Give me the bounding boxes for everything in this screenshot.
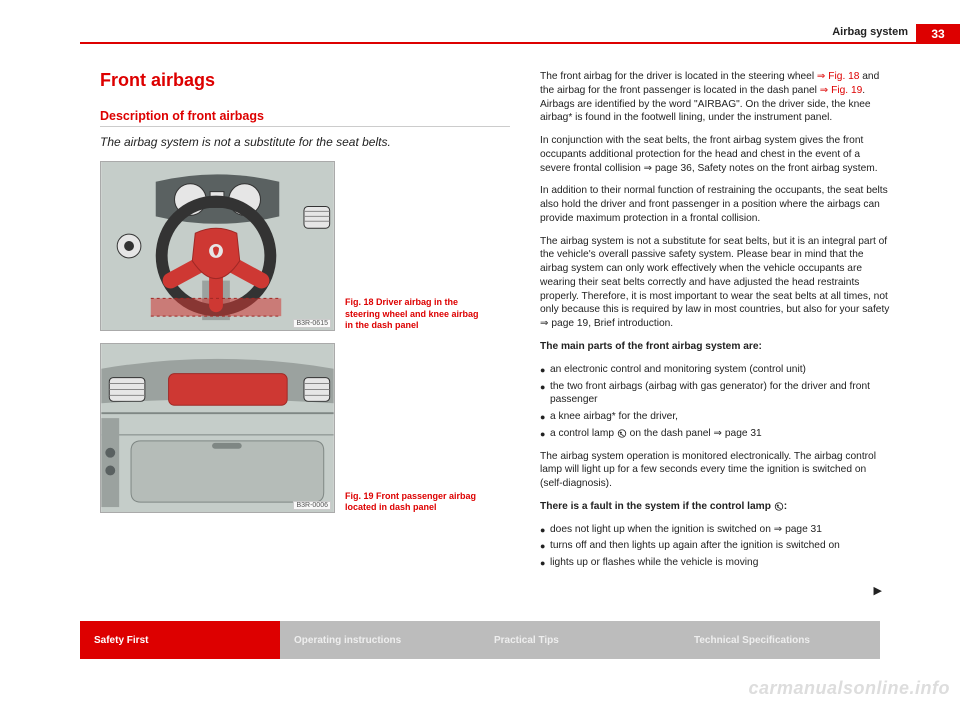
continue-arrow-icon: ▶ (874, 584, 882, 597)
header-section-label: Airbag system (832, 26, 908, 38)
figure-19-caption: Fig. 19 Front passenger airbag located i… (345, 491, 485, 514)
parts-list: an electronic control and monitoring sys… (540, 363, 890, 441)
figure-19: B3R-0006 Fig. 19 Front passenger airbag … (100, 343, 510, 513)
parts-item-1: the two front airbags (airbag with gas g… (540, 380, 890, 408)
para-2: In conjunction with the seat belts, the … (540, 134, 890, 175)
para-4: The airbag system is not a substitute fo… (540, 235, 890, 331)
subsection-title: Description of front airbags (100, 109, 510, 127)
footer-tab-safety[interactable]: Safety First (80, 621, 280, 659)
figure-18-id: B3R-0615 (293, 319, 331, 328)
para-3: In addition to their normal function of … (540, 184, 890, 225)
header-rule (80, 42, 960, 44)
fault-heading-b: : (784, 501, 787, 512)
para-1a: The front airbag for the driver is locat… (540, 71, 817, 82)
footer-tab-practical[interactable]: Practical Tips (480, 621, 680, 659)
airbag-lamp-icon-2 (774, 502, 784, 511)
fig19-link[interactable]: ⇒ Fig. 19 (820, 85, 863, 96)
parts-item-3-text-b: on the dash panel ⇒ page 31 (627, 428, 762, 439)
fault-item-2: lights up or flashes while the vehicle i… (540, 556, 890, 570)
content: Front airbags Description of front airba… (100, 70, 890, 601)
footer-tabs: Safety First Operating instructions Prac… (80, 621, 880, 659)
watermark: carmanualsonline.info (748, 678, 950, 699)
para-5: The airbag system operation is monitored… (540, 450, 890, 491)
fault-heading: There is a fault in the system if the co… (540, 500, 890, 514)
airbag-lamp-icon (617, 429, 627, 438)
figure-18-caption: Fig. 18 Driver airbag in the steering wh… (345, 297, 485, 331)
fault-item-1: turns off and then lights up again after… (540, 539, 890, 553)
page: Airbag system 33 Front airbags Descripti… (0, 0, 960, 701)
parts-item-3-text-a: a control lamp (550, 428, 617, 439)
fault-item-0: does not light up when the ignition is s… (540, 523, 890, 537)
page-number: 33 (916, 24, 960, 44)
parts-item-0: an electronic control and monitoring sys… (540, 363, 890, 377)
right-column: The front airbag for the driver is locat… (540, 70, 890, 601)
steering-wheel-illustration (101, 162, 334, 330)
parts-item-3: a control lamp on the dash panel ⇒ page … (540, 427, 890, 441)
figure-19-id: B3R-0006 (293, 501, 331, 510)
figure-18: B3R-0615 Fig. 18 Driver airbag in the st… (100, 161, 510, 331)
footer-tab-operating[interactable]: Operating instructions (280, 621, 480, 659)
section-title: Front airbags (100, 70, 510, 91)
figure-19-image: B3R-0006 (100, 343, 335, 513)
fault-list: does not light up when the ignition is s… (540, 523, 890, 570)
para-1: The front airbag for the driver is locat… (540, 70, 890, 125)
fault-heading-a: There is a fault in the system if the co… (540, 501, 774, 512)
figure-18-image: B3R-0615 (100, 161, 335, 331)
passenger-dash-illustration (101, 344, 334, 512)
fig18-link[interactable]: ⇒ Fig. 18 (817, 71, 860, 82)
parts-item-2: a knee airbag* for the driver, (540, 410, 890, 424)
left-column: Front airbags Description of front airba… (100, 70, 510, 601)
footer-tab-technical[interactable]: Technical Specifications (680, 621, 880, 659)
summary-line: The airbag system is not a substitute fo… (100, 135, 510, 149)
parts-heading: The main parts of the front airbag syste… (540, 340, 890, 354)
